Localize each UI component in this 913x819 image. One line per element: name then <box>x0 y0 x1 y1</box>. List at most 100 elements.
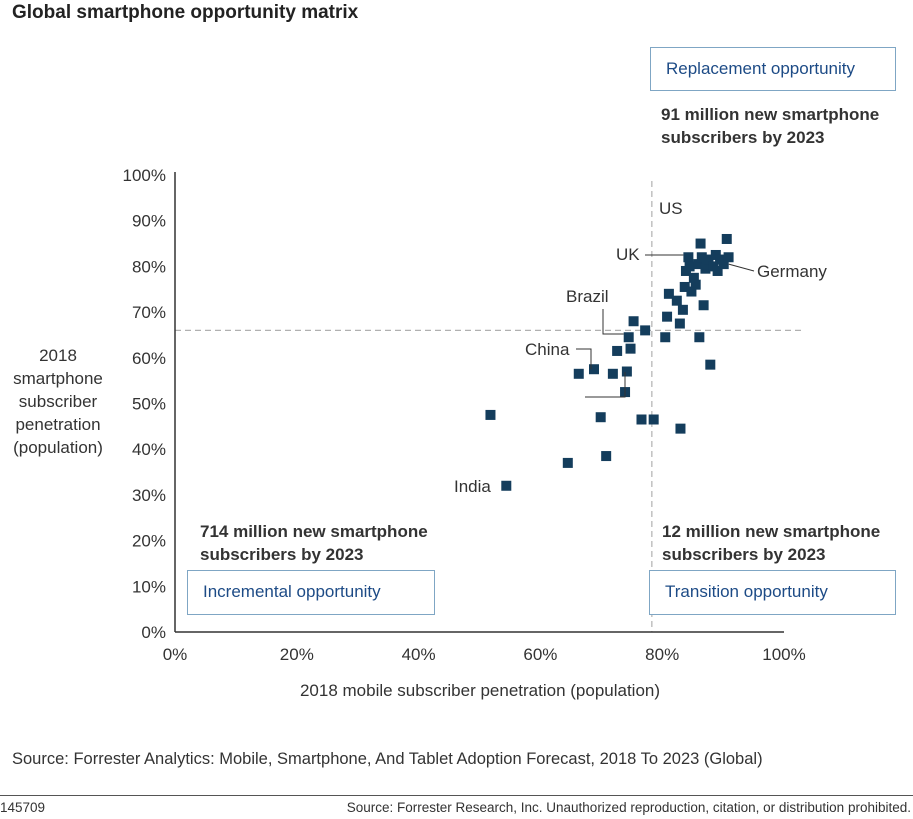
data-point <box>705 359 716 370</box>
transition-opportunity-text: 12 million new smartphone subscribers by… <box>662 520 880 566</box>
data-point <box>573 368 584 379</box>
data-point <box>723 252 734 263</box>
data-point <box>686 286 697 297</box>
quadrant-text-line: subscribers by 2023 <box>200 545 364 564</box>
annotation-label: Brazil <box>566 287 609 306</box>
replacement-opportunity-text: 91 million new smartphone subscribers by… <box>661 103 879 149</box>
data-point <box>674 318 685 329</box>
y-axis-label-line: subscriber <box>18 392 98 411</box>
x-axis-ticks: 0% 20% 40% 60% 80% 100% <box>163 645 806 664</box>
footer-id: 145709 <box>0 800 46 815</box>
annotation-leader-line <box>728 263 755 272</box>
data-point <box>679 281 690 292</box>
x-tick-label: 40% <box>402 645 436 664</box>
replacement-opportunity-box: Replacement opportunity <box>650 47 896 91</box>
data-point <box>607 368 618 379</box>
transition-opportunity-box: Transition opportunity <box>649 570 896 615</box>
annotation-leader-line <box>576 348 592 370</box>
data-point <box>695 238 706 249</box>
x-tick-label: 100% <box>762 645 805 664</box>
replacement-opportunity-label: Replacement opportunity <box>666 59 856 78</box>
quadrant-text-line: subscribers by 2023 <box>661 128 825 147</box>
y-tick-label: 20% <box>132 532 166 551</box>
footer-copyright: Source: Forrester Research, Inc. Unautho… <box>346 800 911 815</box>
data-point <box>690 279 701 290</box>
data-point <box>688 272 699 283</box>
y-axis-label-line: 2018 <box>39 346 77 365</box>
data-point <box>675 423 686 434</box>
y-tick-label: 40% <box>132 440 166 459</box>
y-axis-label-line: smartphone <box>13 369 103 388</box>
data-point <box>693 259 704 270</box>
data-point <box>662 311 673 322</box>
data-points <box>485 233 734 491</box>
data-point <box>612 345 623 356</box>
y-axis-label: 2018 smartphone subscriber penetration (… <box>2 344 114 459</box>
x-tick-label: 60% <box>523 645 557 664</box>
y-tick-label: 80% <box>132 257 166 276</box>
annotation-leader-line <box>585 372 626 398</box>
x-tick-label: 80% <box>645 645 679 664</box>
data-point <box>588 364 599 375</box>
y-tick-label: 10% <box>132 577 166 596</box>
data-point <box>721 233 732 244</box>
data-point <box>698 300 709 311</box>
data-point <box>671 295 682 306</box>
data-point <box>694 332 705 343</box>
data-point <box>623 332 634 343</box>
y-tick-label: 90% <box>132 212 166 231</box>
chart-axes <box>174 172 784 633</box>
country-annotations: US UK Germany Brazil China India <box>454 199 827 496</box>
data-point <box>703 254 714 265</box>
data-point <box>640 325 651 336</box>
threshold-lines <box>175 181 802 632</box>
annotation-leader-line <box>602 309 624 335</box>
x-tick-label: 0% <box>163 645 188 664</box>
quadrant-text-line: 91 million new smartphone <box>661 105 880 124</box>
source-note: Source: Forrester Analytics: Mobile, Sma… <box>12 750 763 768</box>
data-point <box>562 457 573 468</box>
incremental-opportunity-box: Incremental opportunity <box>187 570 435 615</box>
annotation-label: Germany <box>757 262 827 281</box>
quadrant-text-line: subscribers by 2023 <box>662 545 826 564</box>
y-tick-label: 70% <box>132 303 166 322</box>
y-tick-label: 0% <box>141 623 166 642</box>
annotation-label: India <box>454 477 491 496</box>
data-point <box>628 316 639 327</box>
data-point <box>663 288 674 299</box>
x-axis-label: 2018 mobile subscriber penetration (popu… <box>299 681 661 700</box>
data-point <box>595 412 606 423</box>
annotation-label: China <box>525 340 570 359</box>
data-point <box>621 366 632 377</box>
annotation-label: US <box>659 199 683 218</box>
data-point <box>648 414 659 425</box>
quadrant-text-line: 12 million new smartphone <box>662 522 881 541</box>
y-axis-label-line: penetration <box>15 415 101 434</box>
data-point <box>696 252 707 263</box>
y-tick-label: 30% <box>132 486 166 505</box>
data-point <box>501 480 512 491</box>
chart-title: Global smartphone opportunity matrix <box>12 2 359 23</box>
annotation-label: UK <box>616 245 640 264</box>
data-point <box>636 414 647 425</box>
data-point <box>625 343 636 354</box>
y-axis-label-line: (population) <box>13 438 103 457</box>
data-point <box>684 261 695 272</box>
y-axis-ticks: 0% 10% 20% 30% 40% 50% 60% 70% 80% 90% 100% <box>123 166 166 642</box>
transition-opportunity-label: Transition opportunity <box>665 582 828 601</box>
footer-divider <box>0 795 913 796</box>
data-point <box>718 259 729 270</box>
y-tick-label: 100% <box>123 166 166 185</box>
data-point <box>485 409 496 420</box>
incremental-opportunity-text: 714 million new smartphone subscribers b… <box>200 520 428 566</box>
data-point <box>660 332 671 343</box>
data-point <box>683 252 694 263</box>
quadrant-text-line: 714 million new smartphone <box>200 522 428 541</box>
incremental-opportunity-label: Incremental opportunity <box>203 582 381 601</box>
data-point <box>677 304 688 315</box>
x-tick-label: 20% <box>280 645 314 664</box>
y-tick-label: 50% <box>132 395 166 414</box>
data-point <box>601 451 612 462</box>
y-tick-label: 60% <box>132 349 166 368</box>
